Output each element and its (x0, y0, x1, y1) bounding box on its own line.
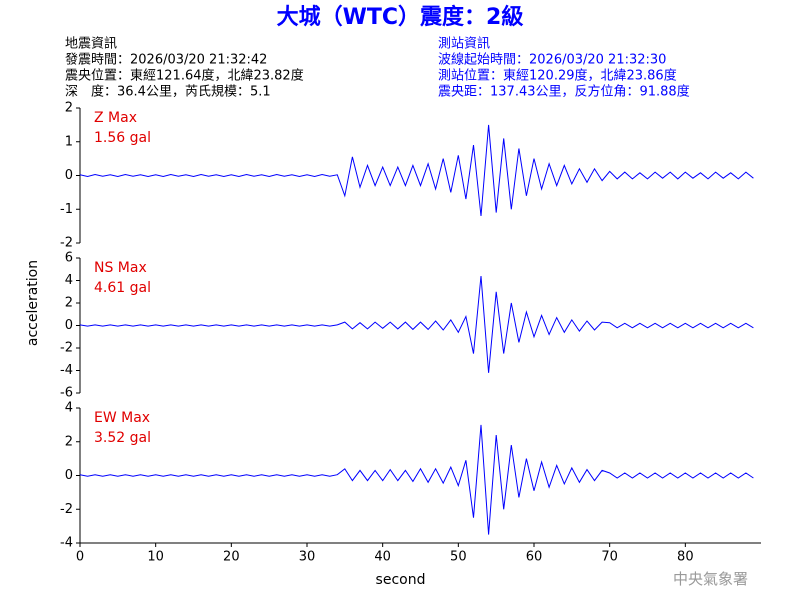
y-tick-label: -2 (60, 502, 73, 517)
y-tick-label: -6 (60, 386, 73, 401)
y-tick-label: 6 (65, 251, 73, 266)
trace-peak: 3.52 gal (94, 430, 151, 446)
y-tick-label: -1 (60, 202, 73, 217)
station-info: 測站資訊 (438, 37, 490, 52)
station-info: 波線起始時間：2026/03/20 21:32:30 (438, 52, 666, 68)
quake-info: 震央位置：東經121.64度，北緯23.82度 (65, 68, 304, 84)
trace-label: NS Max (94, 260, 147, 276)
quake-info: 深 度：36.4公里，芮氏規模：5.1 (65, 84, 271, 100)
x-tick-label: 10 (147, 550, 164, 565)
agency: 中央氣象署 (673, 570, 748, 588)
x-tick-label: 30 (299, 550, 316, 565)
waveform (79, 275, 754, 373)
trace-peak: 4.61 gal (94, 280, 151, 296)
station-info: 震央距：137.43公里，反方位角：91.88度 (438, 84, 690, 100)
y-tick-label: -2 (60, 341, 73, 356)
x-tick-label: 70 (601, 550, 618, 565)
y-tick-label: -4 (60, 536, 73, 551)
trace-peak: 1.56 gal (94, 130, 151, 146)
x-tick-label: 40 (374, 550, 391, 565)
quake-info: 發震時間：2026/03/20 21:32:42 (65, 53, 267, 68)
y-tick-label: 0 (65, 168, 73, 183)
y-tick-label: -2 (60, 236, 73, 251)
x-tick-label: 60 (526, 550, 543, 565)
y-tick-label: 2 (65, 101, 73, 116)
y-tick-label: 2 (65, 434, 73, 449)
y-tick-label: 2 (65, 296, 73, 311)
title: 大城（WTC）震度：2級 (277, 4, 524, 30)
x-tick-label: 0 (76, 550, 84, 565)
x-tick-label: 80 (677, 550, 694, 565)
y-tick-label: 0 (65, 468, 73, 483)
station-info: 測站位置：東經120.29度，北緯23.86度 (438, 68, 677, 84)
y-tick-label: 4 (65, 273, 73, 288)
quake-info: 地震資訊 (65, 37, 117, 52)
trace-label: EW Max (94, 410, 150, 426)
y-tick-label: 1 (65, 134, 73, 149)
y-axis-label: acceleration (25, 260, 41, 346)
waveform (79, 124, 754, 217)
trace-label: Z Max (94, 110, 137, 126)
waveform (79, 424, 754, 535)
x-tick-label: 20 (223, 550, 240, 565)
x-axis-label: second (376, 572, 426, 588)
x-tick-label: 50 (450, 550, 467, 565)
y-tick-label: 4 (65, 401, 73, 416)
y-tick-label: 0 (65, 318, 73, 333)
y-tick-label: -4 (60, 363, 73, 378)
